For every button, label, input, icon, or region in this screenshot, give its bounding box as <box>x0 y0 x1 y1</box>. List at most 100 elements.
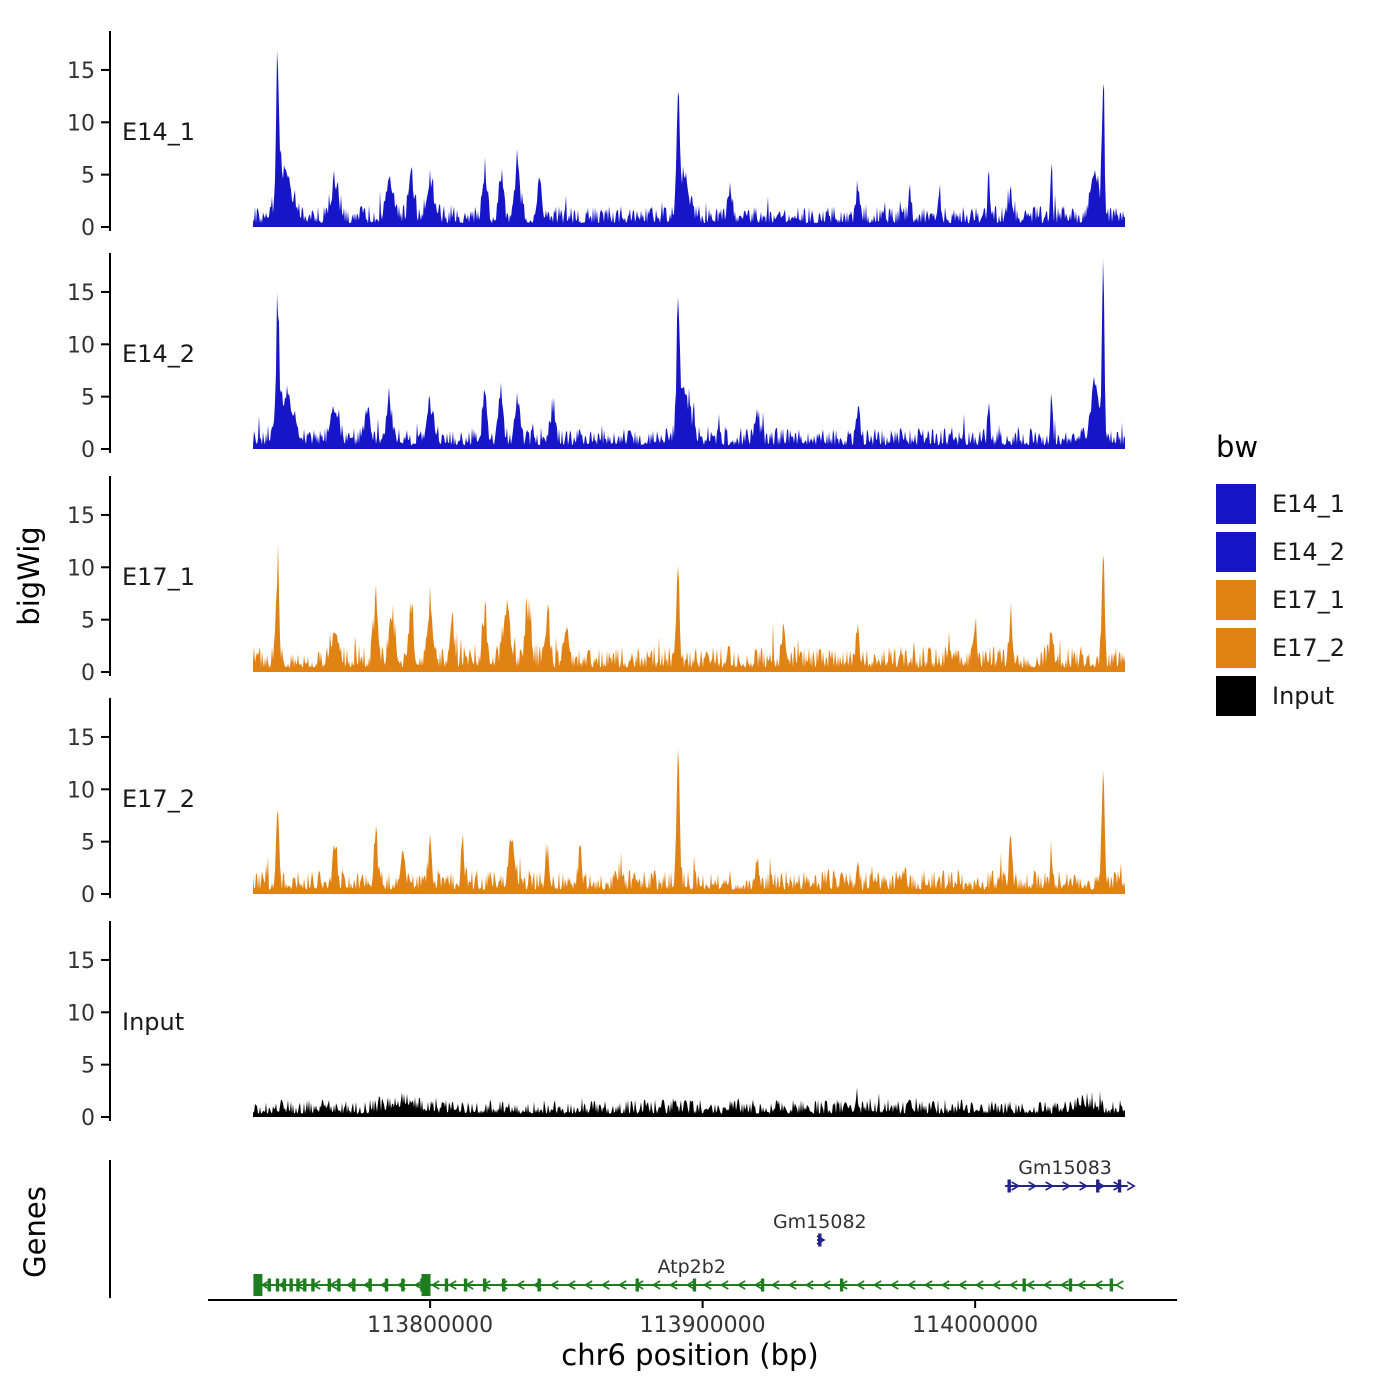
y-tick-label: 15 <box>67 281 95 306</box>
signal-area-E17_2 <box>253 748 1125 894</box>
legend-swatch-E14_1 <box>1216 484 1256 524</box>
x-tick-label: 113900000 <box>640 1313 766 1338</box>
exon-Atp2b2 <box>384 1278 389 1292</box>
y-tick-label: 5 <box>81 164 95 189</box>
exon-large-Atp2b2 <box>253 1274 263 1296</box>
exon-Atp2b2 <box>1109 1278 1114 1292</box>
strand-arrow <box>1076 1280 1086 1290</box>
y-tick-label: 15 <box>67 504 95 529</box>
y-axis-label-genes: Genes <box>18 1186 52 1278</box>
y-tick-label: 0 <box>81 438 95 463</box>
legend-label: E14_1 <box>1272 490 1345 518</box>
exon-Atp2b2 <box>692 1278 697 1292</box>
strand-arrow <box>1079 1181 1089 1191</box>
exon-Atp2b2 <box>839 1278 844 1292</box>
exon-Atp2b2 <box>289 1278 293 1292</box>
y-tick-label: 15 <box>67 949 95 974</box>
y-tick-label: 15 <box>67 726 95 751</box>
strand-arrow <box>668 1280 678 1290</box>
track-label-E17_1: E17_1 <box>122 563 195 591</box>
exon-Gm15083 <box>1117 1179 1122 1193</box>
exon-Atp2b2 <box>282 1278 287 1292</box>
strand-arrow <box>974 1280 984 1290</box>
exon-Atp2b2 <box>502 1278 506 1292</box>
exon-Atp2b2 <box>401 1278 405 1292</box>
track-label-Input: Input <box>122 1008 185 1036</box>
exon-Atp2b2 <box>311 1278 315 1292</box>
y-axis-label-bigwig: bigWig <box>12 526 46 626</box>
exon-Gm15083 <box>1096 1179 1100 1193</box>
exon-Atp2b2 <box>368 1278 372 1292</box>
strand-arrow <box>957 1280 967 1290</box>
strand-arrow <box>549 1280 559 1290</box>
track-label-E17_2: E17_2 <box>122 785 195 813</box>
legend-label: E14_2 <box>1272 538 1345 566</box>
legend-swatch-Input <box>1216 676 1256 716</box>
strand-arrow <box>906 1280 916 1290</box>
exon-Atp2b2 <box>1022 1278 1026 1292</box>
y-tick-label: 0 <box>81 661 95 686</box>
y-tick-label: 0 <box>81 883 95 908</box>
strand-arrow <box>889 1280 899 1290</box>
strand-arrow <box>1008 1280 1018 1290</box>
strand-arrow <box>651 1280 661 1290</box>
legend-title: bw <box>1216 430 1259 464</box>
strand-arrow <box>1114 1280 1124 1290</box>
strand-arrow <box>413 1280 423 1290</box>
strand-arrow <box>1126 1181 1136 1191</box>
strand-arrow <box>1059 1280 1069 1290</box>
x-tick-label: 113800000 <box>367 1313 493 1338</box>
exon-Atp2b2 <box>327 1278 331 1292</box>
legend-item-E14_2: E14_2 <box>1216 532 1345 572</box>
y-tick-label: 5 <box>81 831 95 856</box>
track-label-E14_1: E14_1 <box>122 118 195 146</box>
legend-swatch-E17_1 <box>1216 580 1256 620</box>
strand-arrow <box>940 1280 950 1290</box>
signal-area-Input <box>253 1087 1125 1117</box>
exon-Gm15082 <box>818 1233 822 1247</box>
y-tick-label: 15 <box>67 59 95 84</box>
legend-item-E17_2: E17_2 <box>1216 628 1345 668</box>
strand-arrow <box>1062 1181 1072 1191</box>
exon-Atp2b2 <box>1068 1278 1073 1292</box>
y-tick-label: 10 <box>67 111 95 136</box>
exon-large-Atp2b2 <box>421 1274 431 1296</box>
strand-arrow <box>294 1280 304 1290</box>
y-tick-label: 10 <box>67 333 95 358</box>
legend-label: Input <box>1272 682 1335 710</box>
legend-swatch-E17_2 <box>1216 628 1256 668</box>
strand-arrow <box>1025 1280 1035 1290</box>
strand-arrow <box>821 1280 831 1290</box>
exon-Atp2b2 <box>537 1278 541 1292</box>
legend-label: E17_2 <box>1272 634 1345 662</box>
strand-arrow <box>787 1280 797 1290</box>
exon-Atp2b2 <box>296 1278 300 1292</box>
strand-arrow <box>600 1280 610 1290</box>
gene-label-Gm15082: Gm15082 <box>773 1211 867 1233</box>
exon-Atp2b2 <box>303 1278 307 1292</box>
strand-arrow <box>685 1280 695 1290</box>
gene-label-Gm15083: Gm15083 <box>1018 1157 1112 1179</box>
strand-arrow <box>345 1280 355 1290</box>
strand-arrow <box>753 1280 763 1290</box>
legend: bw E14_1 E14_2 E17_1 E17_2 Input <box>1216 430 1345 724</box>
strand-arrow <box>804 1280 814 1290</box>
strand-arrow <box>430 1280 440 1290</box>
strand-arrow <box>617 1280 627 1290</box>
legend-item-E17_1: E17_1 <box>1216 580 1345 620</box>
y-tick-label: 10 <box>67 778 95 803</box>
exon-Atp2b2 <box>352 1278 356 1292</box>
strand-arrow <box>1011 1181 1021 1191</box>
strand-arrow <box>855 1280 865 1290</box>
exon-Atp2b2 <box>275 1278 280 1292</box>
strand-arrow <box>770 1280 780 1290</box>
strand-arrow <box>583 1280 593 1290</box>
strand-arrow <box>515 1280 525 1290</box>
signal-area-E17_1 <box>253 542 1125 672</box>
legend-swatch-E14_2 <box>1216 532 1256 572</box>
gene-label-Atp2b2: Atp2b2 <box>658 1256 726 1278</box>
exon-Atp2b2 <box>444 1278 449 1292</box>
y-tick-label: 0 <box>81 1106 95 1131</box>
